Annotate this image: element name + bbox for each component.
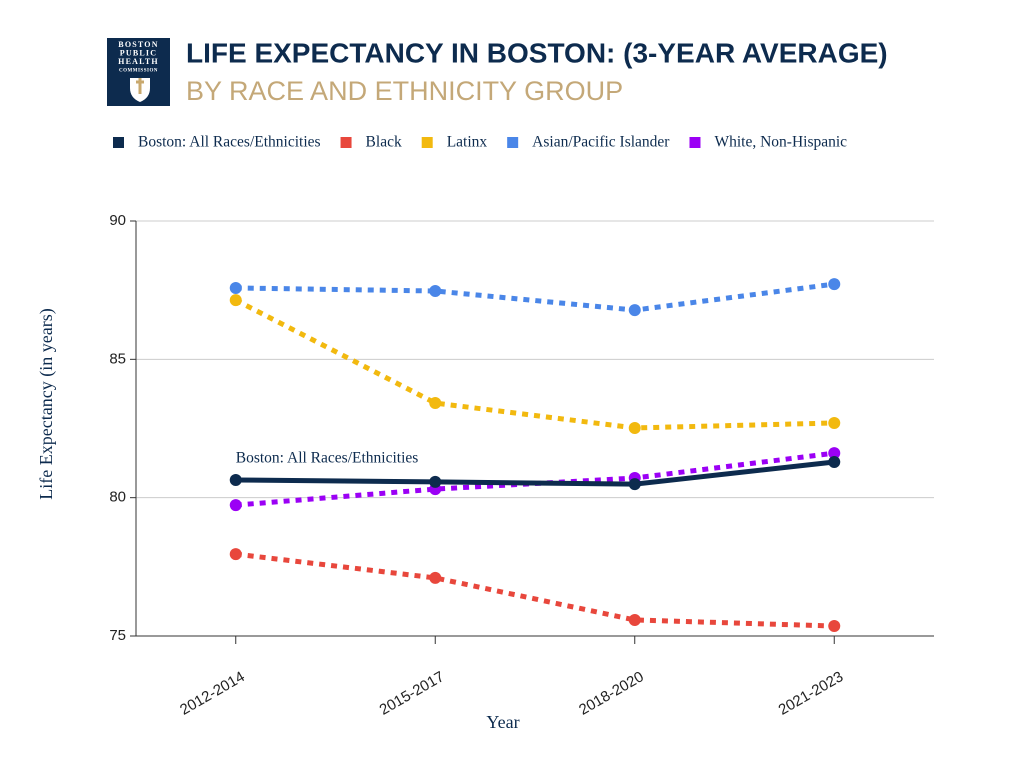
series-line: [234, 297, 835, 431]
data-point: [429, 475, 442, 488]
logo-line: BOSTON: [118, 40, 158, 49]
legend-label: Boston: All Races/Ethnicities: [138, 134, 321, 151]
chart-title: LIFE EXPECTANCY IN BOSTON: (3-YEAR AVERA…: [186, 37, 888, 68]
data-point: [628, 478, 641, 491]
legend-swatch: [689, 137, 701, 148]
x-tick-label: 2012-2014: [177, 668, 248, 719]
legend-label: White, Non-Hispanic: [714, 134, 847, 151]
data-point: [429, 571, 442, 584]
y-axis-label: Life Expectancy (in years): [36, 308, 57, 499]
data-point: [229, 548, 242, 561]
legend-swatch: [421, 137, 433, 148]
legend-label: Black: [366, 134, 402, 151]
x-tick-label: 2015-2017: [377, 668, 448, 719]
chart-subtitle: BY RACE AND ETHNICITY GROUP: [186, 76, 623, 106]
data-point: [229, 294, 242, 307]
data-point: [229, 281, 242, 294]
data-point: [229, 473, 242, 486]
x-tick-label: 2021-2023: [776, 668, 847, 719]
data-point: [828, 416, 841, 429]
annotation: Boston: All Races/Ethnicities: [236, 450, 419, 467]
data-point: [828, 455, 841, 468]
y-tick-label: 85: [109, 350, 126, 367]
logo-line: COMMISSION: [119, 69, 158, 74]
data-point: [229, 499, 242, 512]
data-point: [828, 278, 841, 291]
x-tick-label: 2018-2020: [576, 668, 647, 719]
legend-swatch: [507, 137, 519, 148]
data-point: [828, 447, 841, 460]
data-point: [828, 620, 841, 633]
data-point: [628, 421, 641, 434]
data-point: [429, 397, 442, 410]
x-axis-label: Year: [486, 712, 519, 732]
logo-cross: [136, 78, 144, 94]
logo-line: PUBLIC: [120, 48, 157, 57]
logo-line: HEALTH: [118, 57, 159, 66]
y-tick-label: 90: [109, 212, 126, 229]
data-point: [628, 304, 641, 317]
series-line: [235, 459, 835, 487]
y-tick-label: 80: [109, 489, 126, 506]
legend-label: Asian/Pacific Islander: [532, 134, 670, 151]
series-line: [235, 281, 835, 313]
series-line: [235, 551, 835, 629]
data-point: [429, 284, 442, 297]
legend-swatch: [113, 137, 124, 148]
y-tick-label: 75: [109, 627, 126, 644]
legend-swatch: [340, 137, 352, 148]
data-point: [628, 613, 641, 626]
legend-label: Latinx: [447, 134, 488, 151]
